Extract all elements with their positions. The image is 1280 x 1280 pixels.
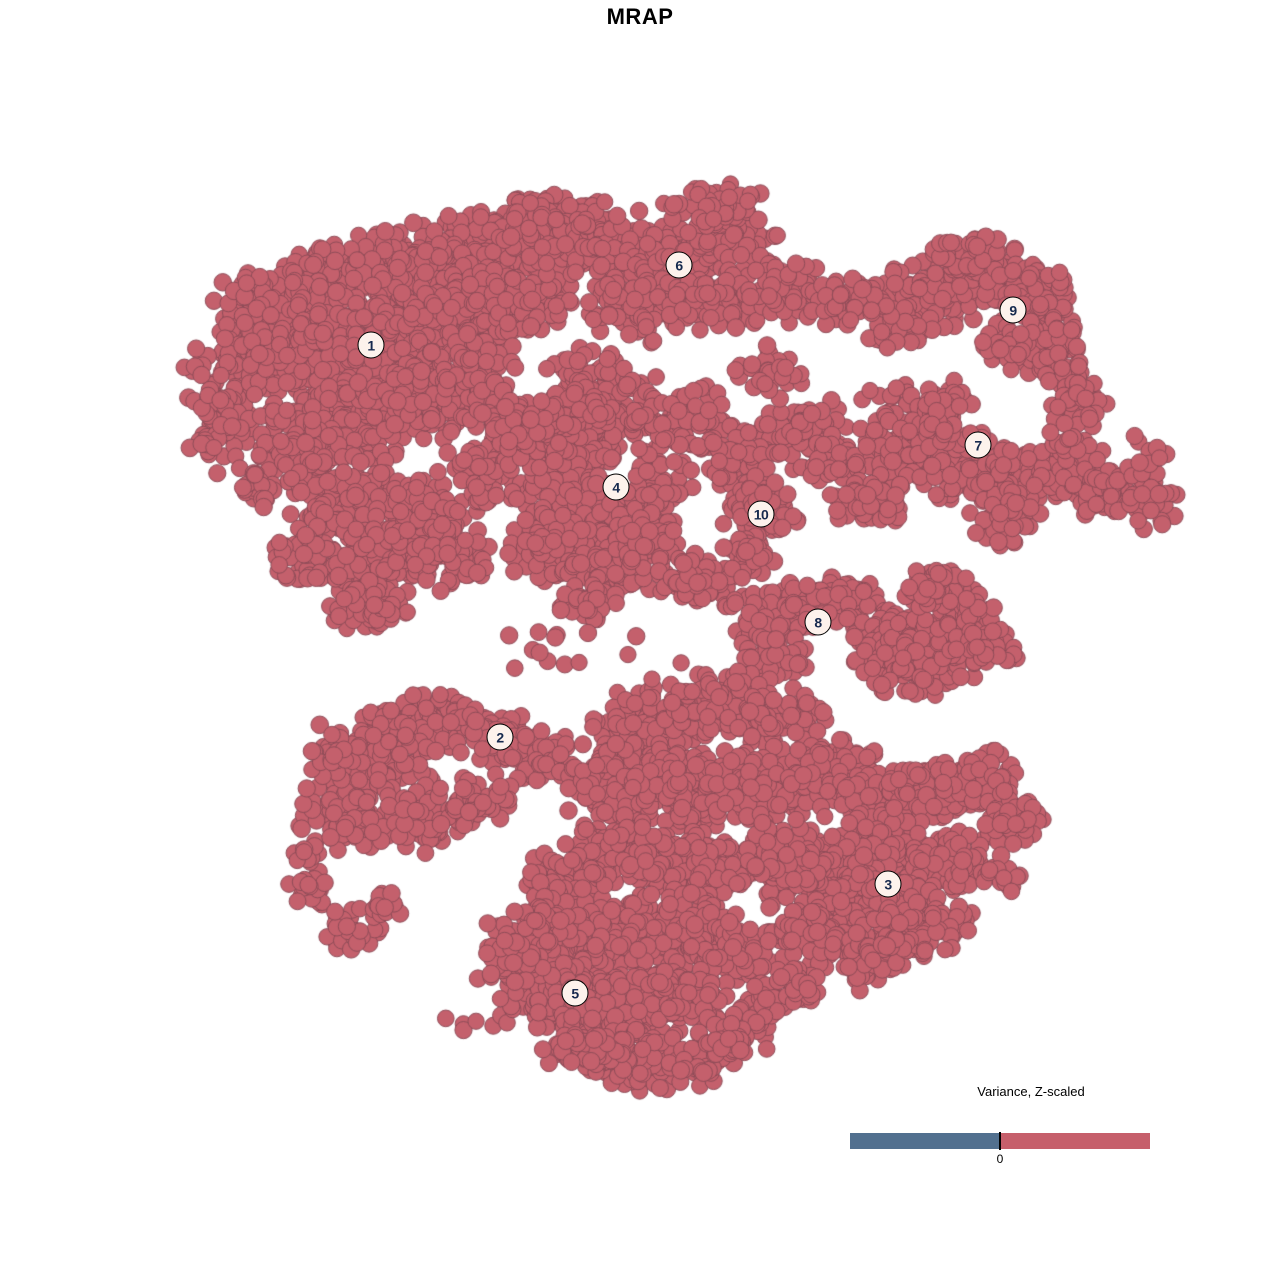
cluster-label-10: 10 — [747, 500, 775, 528]
cluster-label-1: 1 — [357, 331, 385, 359]
cluster-label-3: 3 — [874, 870, 902, 898]
cluster-label-6: 6 — [665, 251, 693, 279]
cluster-label-2: 2 — [486, 723, 514, 751]
colorbar-gradient — [850, 1132, 1150, 1150]
cluster-label-8: 8 — [804, 608, 832, 636]
plot-title: MRAP — [606, 4, 674, 29]
colorbar-zero-line — [999, 1132, 1001, 1150]
colorbar-title: Variance, Z-scaled — [977, 1084, 1085, 1099]
cluster-label-7: 7 — [964, 431, 992, 459]
colorbar-zero-label: 0 — [996, 1152, 1004, 1166]
colorbar-negative-half — [850, 1133, 1000, 1149]
cluster-label-4: 4 — [602, 473, 630, 501]
cluster-label-9: 9 — [999, 296, 1027, 324]
cluster-label-5: 5 — [561, 979, 589, 1007]
colorbar-positive-half — [1000, 1133, 1150, 1149]
